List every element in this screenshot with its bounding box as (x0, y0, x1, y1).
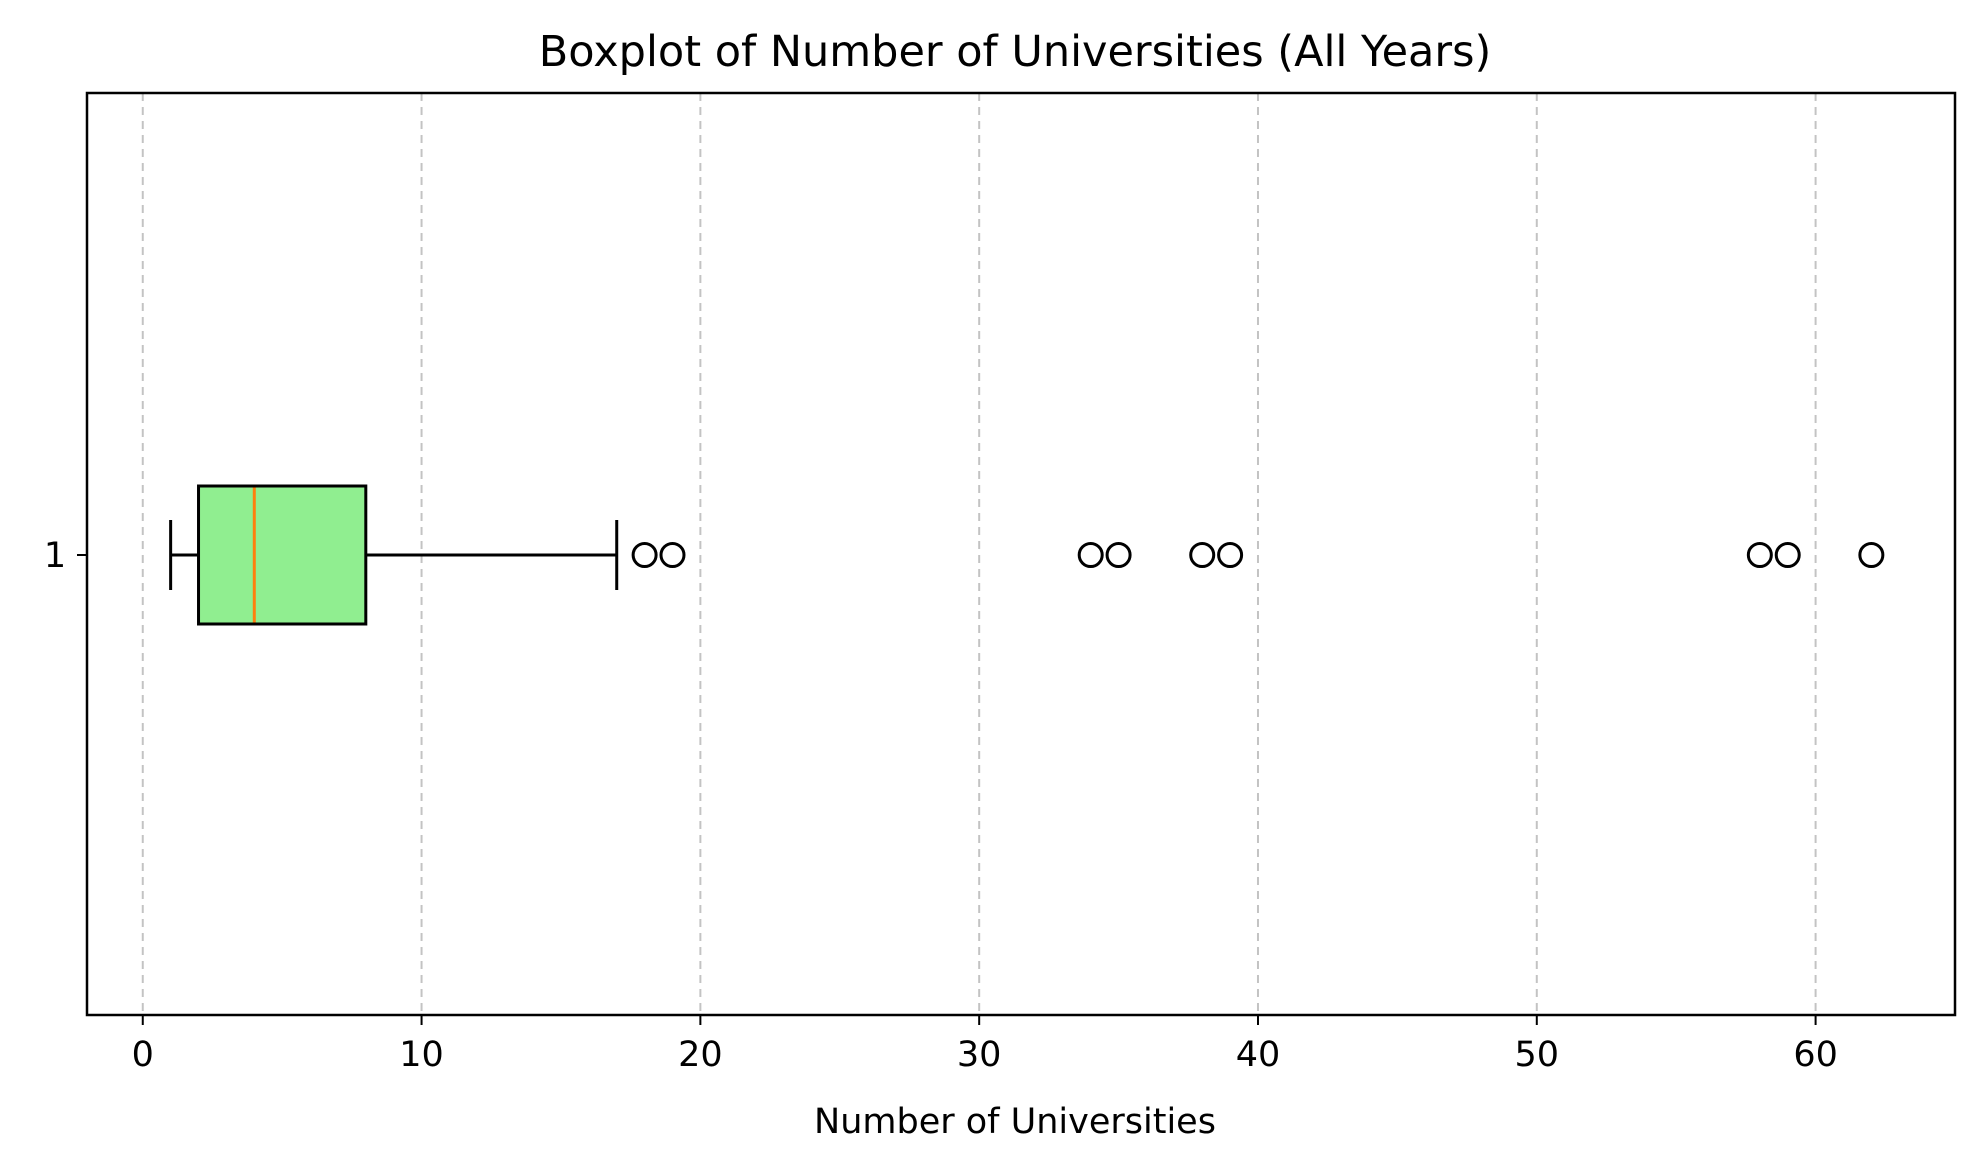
x-tick-label-40: 40 (1236, 1035, 1281, 1075)
outlier-point-59 (1774, 542, 1801, 568)
chart-title: Boxplot of Number of Universities (All Y… (539, 27, 1492, 77)
outlier-point-38 (1189, 542, 1216, 568)
x-tick-label-60: 60 (1793, 1035, 1838, 1075)
outliers (631, 542, 1885, 568)
y-axis-ticks: 1 (44, 536, 87, 576)
box-plot (169, 484, 619, 626)
outlier-point-34 (1077, 542, 1104, 568)
x-axis-ticks: 0 10 20 30 40 50 60 (132, 1015, 1838, 1075)
x-tick-label-10: 10 (399, 1035, 444, 1075)
outlier-point-62 (1858, 542, 1885, 568)
x-tick-label-0: 0 (132, 1035, 154, 1075)
interquartile-box (197, 484, 368, 626)
outlier-point-19 (659, 542, 686, 568)
x-tick-label-30: 30 (957, 1035, 1002, 1075)
x-axis-label: Number of Universities (814, 1102, 1216, 1142)
x-tick-label-50: 50 (1515, 1035, 1560, 1075)
outlier-point-18 (631, 542, 658, 568)
x-tick-label-20: 20 (678, 1035, 723, 1075)
outlier-point-39 (1217, 542, 1244, 568)
outlier-point-58 (1746, 542, 1773, 568)
outlier-point-35 (1105, 542, 1132, 568)
y-tick-label-1: 1 (44, 536, 66, 576)
